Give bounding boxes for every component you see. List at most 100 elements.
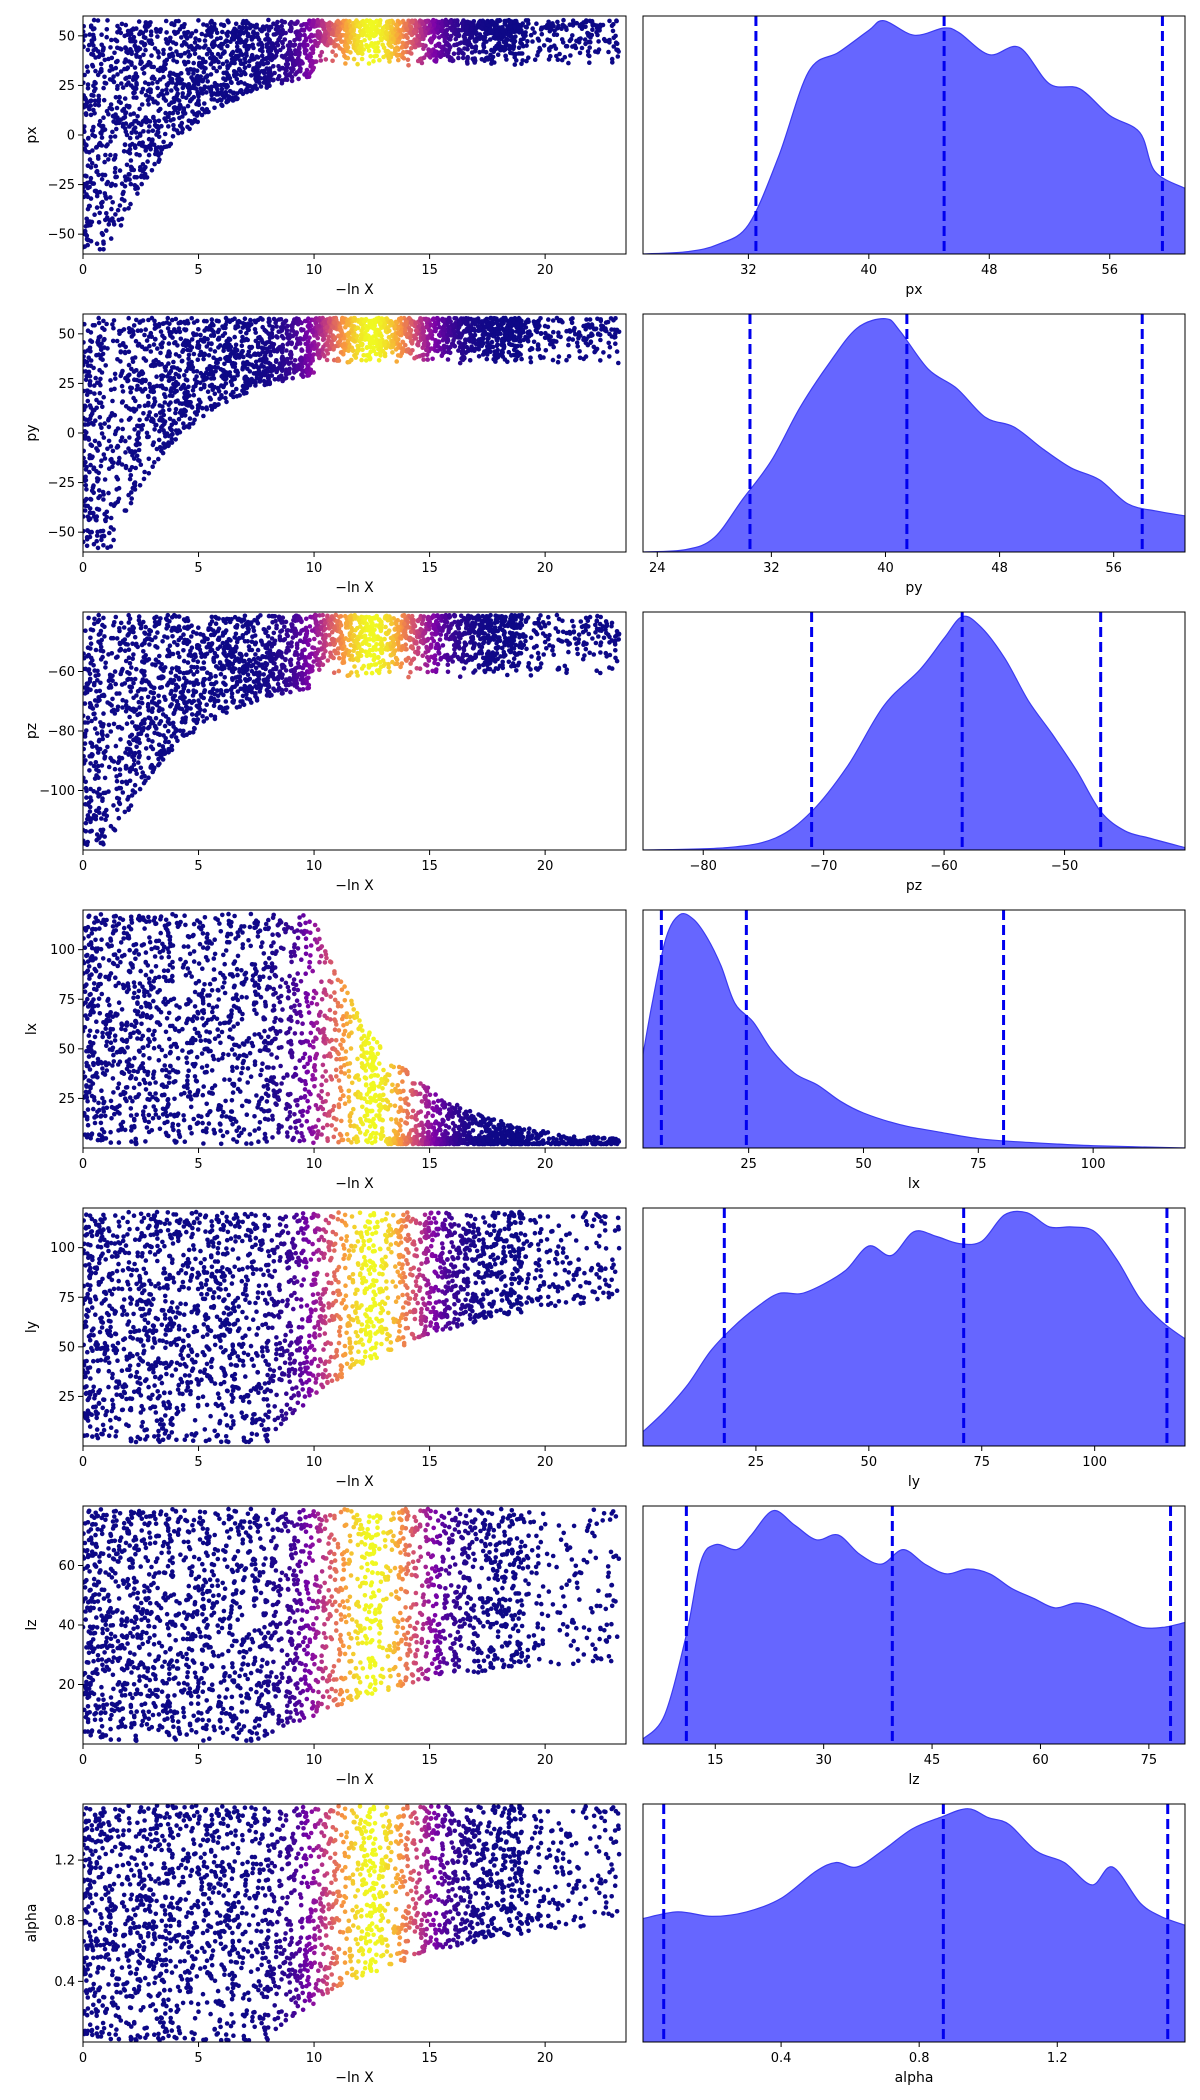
sample-point bbox=[94, 506, 100, 512]
sample-point bbox=[472, 332, 478, 338]
sample-point bbox=[83, 514, 86, 519]
sample-point bbox=[132, 43, 138, 48]
sample-point bbox=[225, 18, 230, 24]
sample-point bbox=[253, 76, 258, 82]
sample-point bbox=[234, 28, 239, 33]
sample-point bbox=[98, 422, 103, 427]
sample-point bbox=[111, 527, 116, 532]
sample-point bbox=[526, 334, 532, 339]
sample-point bbox=[450, 58, 455, 64]
sample-point bbox=[156, 108, 161, 114]
sample-point bbox=[230, 59, 236, 64]
sample-point bbox=[341, 316, 346, 321]
sample-point bbox=[84, 373, 89, 379]
sample-point bbox=[554, 53, 559, 59]
sample-point bbox=[122, 174, 128, 179]
sample-point bbox=[88, 98, 94, 103]
sample-point bbox=[142, 403, 148, 409]
sample-point bbox=[178, 319, 183, 325]
sample-point bbox=[95, 479, 100, 484]
sample-point bbox=[523, 24, 529, 30]
sample-point bbox=[259, 371, 265, 376]
sample-point bbox=[240, 334, 245, 340]
sample-point bbox=[297, 68, 302, 73]
sample-point bbox=[372, 54, 377, 59]
sample-point bbox=[129, 385, 135, 391]
sample-point bbox=[128, 47, 133, 52]
sample-point bbox=[101, 318, 106, 324]
sample-point bbox=[99, 431, 105, 436]
sample-point bbox=[93, 68, 98, 74]
sample-point bbox=[431, 22, 437, 28]
sample-point bbox=[119, 371, 124, 376]
sample-point bbox=[152, 427, 157, 432]
sample-point bbox=[185, 30, 190, 35]
sample-point bbox=[103, 152, 108, 158]
sample-point bbox=[117, 168, 123, 173]
sample-point bbox=[447, 325, 452, 330]
sample-point bbox=[226, 347, 231, 353]
sample-point bbox=[83, 183, 88, 188]
sample-point bbox=[227, 63, 232, 68]
sample-point bbox=[499, 28, 505, 34]
sample-point bbox=[228, 52, 234, 58]
sample-point bbox=[310, 22, 315, 28]
sample-point bbox=[111, 460, 116, 466]
sample-point bbox=[113, 428, 119, 434]
sample-point bbox=[183, 338, 188, 343]
sample-point bbox=[465, 54, 471, 60]
sample-point bbox=[403, 21, 409, 27]
sample-point bbox=[348, 34, 354, 39]
sample-point bbox=[436, 41, 442, 47]
sample-point bbox=[131, 74, 137, 80]
sample-point bbox=[557, 51, 562, 57]
sample-point bbox=[491, 49, 497, 54]
sample-point bbox=[482, 35, 488, 40]
sample-point bbox=[196, 55, 202, 60]
sample-point bbox=[141, 476, 147, 482]
sample-point bbox=[109, 37, 114, 43]
sample-point bbox=[544, 335, 550, 340]
sample-point bbox=[200, 77, 206, 83]
sample-point bbox=[96, 400, 102, 406]
sample-point bbox=[291, 43, 297, 48]
sample-point bbox=[100, 489, 106, 495]
sample-point bbox=[508, 20, 513, 26]
sample-point bbox=[266, 28, 272, 33]
sample-point bbox=[117, 343, 123, 348]
sample-point bbox=[244, 87, 249, 92]
sample-point bbox=[116, 99, 122, 104]
sample-point bbox=[266, 67, 272, 73]
sample-point bbox=[212, 84, 218, 89]
sample-point bbox=[182, 82, 187, 88]
sample-point bbox=[166, 350, 171, 356]
sample-point bbox=[210, 27, 216, 33]
sample-point bbox=[143, 358, 149, 363]
sample-point bbox=[92, 391, 97, 396]
sample-point bbox=[464, 59, 470, 64]
sample-point bbox=[133, 465, 138, 471]
sample-point bbox=[363, 358, 369, 363]
sample-point bbox=[117, 203, 123, 208]
sample-point bbox=[157, 77, 163, 82]
sample-point bbox=[96, 495, 101, 501]
sample-point bbox=[477, 49, 482, 55]
sample-point bbox=[521, 337, 527, 343]
sample-point bbox=[320, 22, 326, 28]
sample-point bbox=[108, 45, 113, 50]
sample-point bbox=[119, 400, 125, 405]
sample-point bbox=[559, 26, 564, 32]
sample-point bbox=[180, 91, 185, 96]
sample-point bbox=[437, 324, 442, 330]
sample-point bbox=[377, 23, 382, 28]
sample-point bbox=[265, 48, 271, 53]
sample-point bbox=[304, 67, 310, 73]
sample-point bbox=[97, 367, 102, 373]
sample-point bbox=[487, 37, 493, 42]
sample-point bbox=[356, 344, 361, 350]
sample-point bbox=[598, 358, 603, 363]
sample-point bbox=[110, 113, 116, 119]
sample-point bbox=[512, 62, 518, 67]
sample-point bbox=[409, 51, 414, 56]
sample-point bbox=[186, 118, 192, 123]
